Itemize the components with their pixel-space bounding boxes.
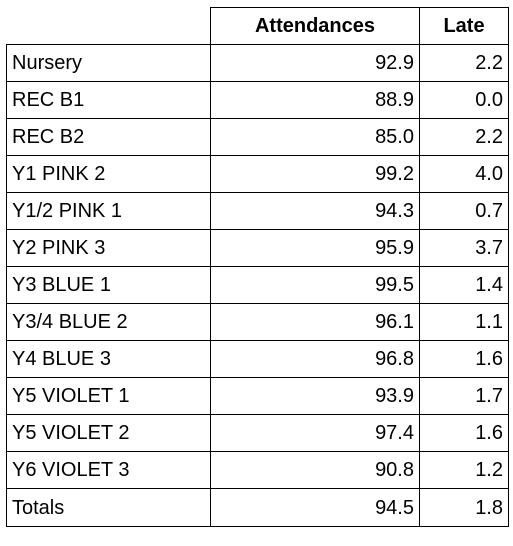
- totals-label: Totals: [6, 488, 211, 527]
- table-row: Y1 PINK 2 99.2 4.0: [6, 155, 509, 193]
- late-cell: 1.1: [419, 303, 509, 341]
- totals-attendances: 94.5: [210, 488, 420, 527]
- table-row: REC B2 85.0 2.2: [6, 118, 509, 156]
- late-cell: 2.2: [419, 44, 509, 82]
- class-name-cell: Nursery: [6, 44, 211, 82]
- class-name-cell: Y3 BLUE 1: [6, 266, 211, 304]
- attendances-cell: 99.5: [210, 266, 420, 304]
- class-name-cell: REC B2: [6, 118, 211, 156]
- class-name-cell: REC B1: [6, 81, 211, 119]
- late-cell: 0.0: [419, 81, 509, 119]
- table-row: Y2 PINK 3 95.9 3.7: [6, 229, 509, 267]
- class-name-cell: Y2 PINK 3: [6, 229, 211, 267]
- table-row: Y4 BLUE 3 96.8 1.6: [6, 340, 509, 378]
- totals-row: Totals 94.5 1.8: [6, 488, 509, 527]
- late-cell: 4.0: [419, 155, 509, 193]
- late-cell: 1.2: [419, 451, 509, 489]
- header-attendances: Attendances: [210, 7, 420, 45]
- attendance-table: Attendances Late Nursery 92.9 2.2 REC B1 88.…: [6, 7, 509, 527]
- class-name-cell: Y3/4 BLUE 2: [6, 303, 211, 341]
- late-cell: 0.7: [419, 192, 509, 230]
- table-row: Y1/2 PINK 1 94.3 0.7: [6, 192, 509, 230]
- table-row: Y3 BLUE 1 99.5 1.4: [6, 266, 509, 304]
- late-cell: 2.2: [419, 118, 509, 156]
- late-cell: 1.7: [419, 377, 509, 415]
- class-name-cell: Y5 VIOLET 2: [6, 414, 211, 452]
- attendances-cell: 90.8: [210, 451, 420, 489]
- table-body: Nursery 92.9 2.2 REC B1 88.9 0.0 REC B2 85.0 2.2…: [6, 44, 509, 527]
- table-row: Nursery 92.9 2.2: [6, 44, 509, 82]
- late-cell: 3.7: [419, 229, 509, 267]
- attendances-cell: 97.4: [210, 414, 420, 452]
- attendances-cell: 96.8: [210, 340, 420, 378]
- header-blank-cell: [6, 7, 211, 45]
- late-cell: 1.6: [419, 340, 509, 378]
- attendances-cell: 85.0: [210, 118, 420, 156]
- table-row: Y5 VIOLET 1 93.9 1.7: [6, 377, 509, 415]
- header-late: Late: [419, 7, 509, 45]
- late-cell: 1.6: [419, 414, 509, 452]
- class-name-cell: Y1/2 PINK 1: [6, 192, 211, 230]
- table-row: Y5 VIOLET 2 97.4 1.6: [6, 414, 509, 452]
- class-name-cell: Y6 VIOLET 3: [6, 451, 211, 489]
- class-name-cell: Y4 BLUE 3: [6, 340, 211, 378]
- attendances-cell: 95.9: [210, 229, 420, 267]
- attendances-cell: 96.1: [210, 303, 420, 341]
- table-row: Y3/4 BLUE 2 96.1 1.1: [6, 303, 509, 341]
- table-row: REC B1 88.9 0.0: [6, 81, 509, 119]
- attendances-cell: 94.3: [210, 192, 420, 230]
- header-row: Attendances Late: [6, 7, 509, 45]
- attendances-cell: 92.9: [210, 44, 420, 82]
- late-cell: 1.4: [419, 266, 509, 304]
- attendances-cell: 93.9: [210, 377, 420, 415]
- class-name-cell: Y5 VIOLET 1: [6, 377, 211, 415]
- table-row: Y6 VIOLET 3 90.8 1.2: [6, 451, 509, 489]
- attendances-cell: 99.2: [210, 155, 420, 193]
- totals-late: 1.8: [419, 488, 509, 527]
- class-name-cell: Y1 PINK 2: [6, 155, 211, 193]
- attendances-cell: 88.9: [210, 81, 420, 119]
